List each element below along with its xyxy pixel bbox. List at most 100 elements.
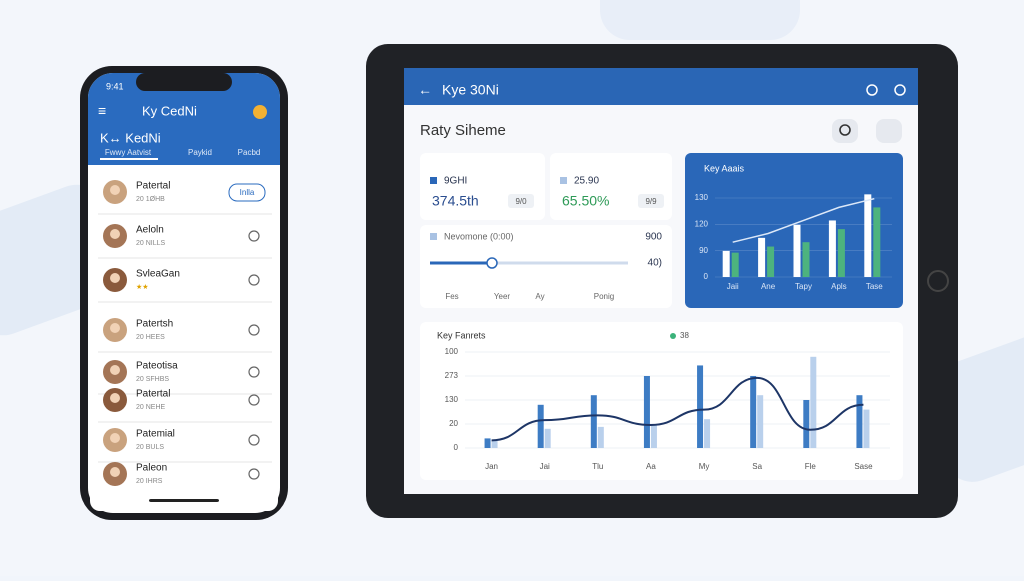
contact-detail: 20 IHRS [136, 478, 163, 485]
stat-tag [638, 194, 664, 208]
bar [750, 376, 757, 448]
progress-max: 900 [645, 232, 662, 243]
contact-detail: 20 SFHBS [136, 376, 169, 383]
x-label: Jaii [727, 282, 739, 291]
x-label: Aa [646, 462, 656, 471]
stat-label: 25.90 [574, 176, 599, 187]
bg-shape [600, 0, 800, 40]
contact-name: Paleon [136, 463, 167, 474]
contact-name: SvleaGan [136, 269, 180, 280]
x-label: Fle [805, 462, 817, 471]
filter-button[interactable] [876, 119, 902, 143]
action-label[interactable]: Inlla [240, 188, 255, 197]
y-label: 20 [449, 419, 458, 428]
tablet-button[interactable] [927, 270, 949, 292]
contact-name: Patertal [136, 389, 170, 400]
bar [650, 424, 657, 448]
bar [697, 365, 704, 448]
x-label: Sase [854, 462, 873, 471]
analysis-title: Key Aaais [704, 163, 745, 173]
bar [793, 224, 801, 277]
bar [757, 395, 764, 448]
y-label: 130 [695, 193, 709, 202]
bar [803, 400, 810, 448]
stat-tag-label: 9/9 [645, 197, 657, 206]
avatar-face [110, 393, 120, 403]
progress-step: Ay [535, 292, 544, 301]
tab-label[interactable]: Paykid [188, 148, 212, 157]
stat-label: 9GHI [444, 176, 467, 187]
bar [731, 252, 739, 277]
progress-step: Yeer [494, 292, 511, 301]
row-icon[interactable] [248, 366, 260, 378]
contact-detail: 20 HEES [136, 334, 165, 341]
bell-icon[interactable] [866, 84, 878, 96]
phone-header [88, 73, 280, 165]
profile-icon[interactable] [253, 105, 267, 119]
progress-current: 40) [648, 258, 662, 269]
row-icon[interactable] [248, 468, 260, 480]
x-label: My [699, 462, 710, 471]
contact-name: Patemial [136, 429, 175, 440]
bar [537, 404, 544, 448]
contact-list [90, 165, 278, 511]
trends-title: Key Fanrets [437, 330, 486, 340]
bar [722, 250, 730, 277]
tab-label[interactable]: Pacbd [238, 148, 261, 157]
x-label: Tase [866, 282, 883, 291]
legend-label: 38 [680, 331, 689, 340]
tab-indicator [100, 158, 158, 160]
contact-name: Pateotisa [136, 361, 178, 372]
y-label: 130 [445, 395, 459, 404]
settings-icon[interactable] [894, 84, 906, 96]
y-label: 0 [454, 443, 459, 452]
phone-subtitle: K↔ KedNi [100, 130, 161, 145]
bar [544, 428, 551, 448]
stat-dot [430, 177, 437, 184]
contact-name: Aeloln [136, 225, 164, 236]
search-button[interactable] [832, 119, 858, 143]
bar [802, 242, 810, 277]
legend-dot [670, 333, 676, 339]
contact-detail: 20 BULS [136, 444, 164, 451]
row-icon[interactable] [248, 394, 260, 406]
avatar-face [110, 433, 120, 443]
x-label: Jan [485, 462, 498, 471]
row-icon[interactable] [248, 274, 260, 286]
avatar-face [110, 185, 120, 195]
phone-title: Ky CedNi [142, 103, 197, 118]
stat-card [420, 153, 545, 220]
action-button[interactable] [228, 183, 266, 202]
bar [864, 194, 872, 277]
stat-card [550, 153, 672, 220]
menu-icon[interactable]: ≡ [98, 103, 106, 119]
avatar-face [110, 229, 120, 239]
bar [758, 237, 766, 277]
x-label: Tapy [795, 282, 812, 291]
stat-value: 374.5th [432, 193, 479, 209]
y-label: 100 [445, 347, 459, 356]
row-icon[interactable] [248, 324, 260, 336]
progress-card [420, 225, 672, 308]
stat-dot [560, 177, 567, 184]
slider-thumb[interactable] [486, 257, 498, 269]
bar [484, 438, 491, 448]
x-label: Tlu [592, 462, 603, 471]
row-icon[interactable] [248, 434, 260, 446]
bar [863, 409, 870, 448]
tab-label[interactable]: Fwwy Aatvist [105, 148, 152, 157]
back-icon[interactable]: ← [418, 82, 432, 98]
bar [767, 246, 775, 277]
tablet-title: Kye 30Ni [442, 82, 499, 98]
avatar-face [110, 365, 120, 375]
contact-detail: ★★ [136, 283, 149, 291]
row-icon[interactable] [248, 230, 260, 242]
tablet-topbar [404, 68, 918, 105]
phone-time: 9:41 [106, 81, 124, 91]
bar [873, 207, 881, 277]
progress-label: Nevomone (0:00) [444, 231, 514, 241]
progress-dot [430, 233, 437, 240]
contact-name: Patertsh [136, 319, 173, 330]
stat-value: 65.50% [562, 193, 609, 209]
